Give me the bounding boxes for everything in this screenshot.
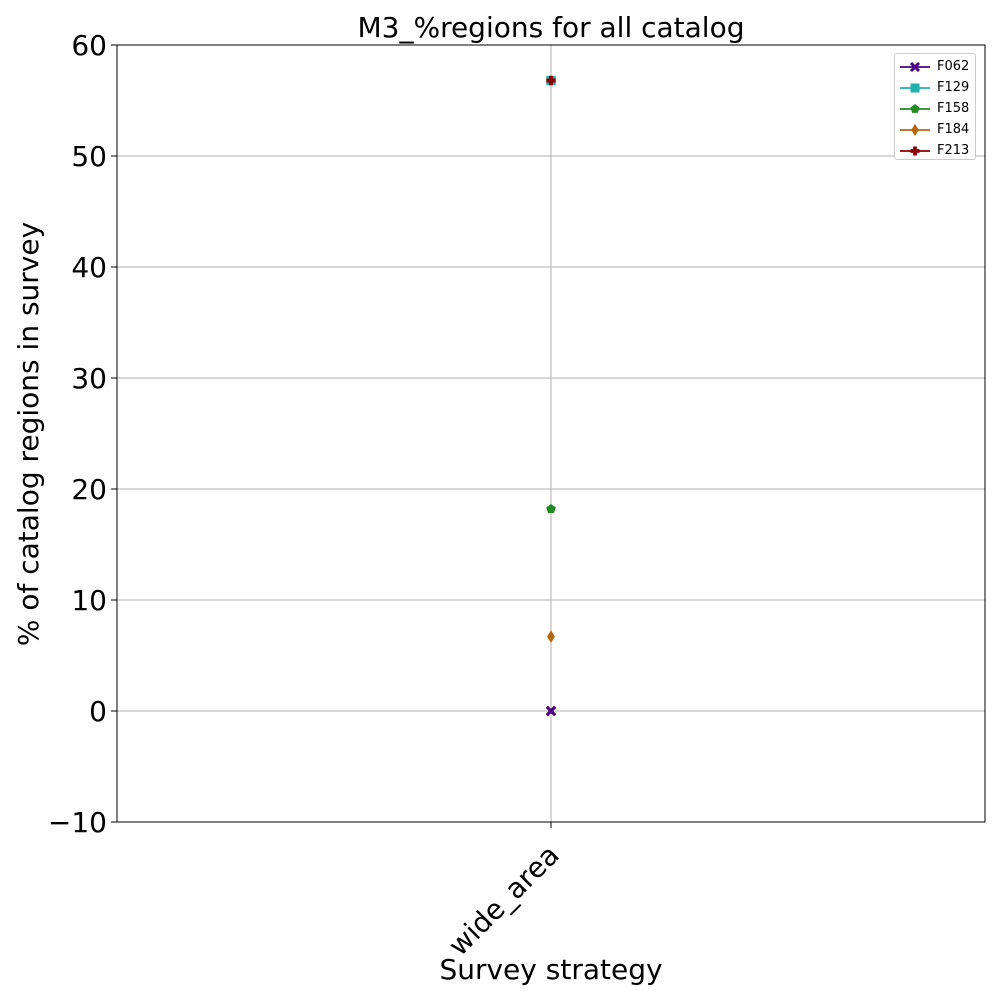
y-axis-label: % of catalog regions in survey (12, 222, 45, 646)
y-tick-label: 10 (71, 584, 107, 617)
y-tick-label: 60 (71, 29, 107, 62)
legend-marker (911, 123, 919, 136)
legend-marker (910, 146, 920, 155)
legend-item-f213: F213 (895, 140, 975, 161)
legend-item-f158: F158 (895, 98, 975, 119)
legend-swatch-f129 (900, 83, 930, 92)
legend-label: F184 (937, 122, 970, 137)
legend-label: F062 (937, 59, 970, 74)
y-axis: −10 0 10 20 30 40 50 60 (48, 29, 117, 839)
data-point-f062 (545, 705, 557, 717)
legend-item-f184: F184 (895, 119, 975, 140)
x-tick-label: wide_area (442, 838, 566, 962)
legend-marker (909, 61, 921, 72)
grid (117, 44, 985, 823)
data-markers (545, 75, 557, 717)
legend-swatch-f062 (900, 61, 930, 72)
legend-label: F158 (937, 101, 970, 116)
legend-marker (910, 103, 920, 113)
legend-swatch-f213 (900, 146, 930, 155)
legend-item-f129: F129 (895, 77, 975, 98)
y-tick-label: 20 (71, 473, 107, 506)
data-point-f184 (547, 630, 555, 644)
data-point-f213 (546, 75, 556, 86)
y-tick-label: 40 (71, 251, 107, 284)
x-axis: wide_area (442, 822, 566, 962)
chart-title: M3_%regions for all catalog (357, 11, 744, 44)
marker-stroke (909, 61, 921, 72)
x-axis-label: Survey strategy (439, 953, 662, 986)
y-tick-label: 30 (71, 362, 107, 395)
legend-swatch-f158 (900, 103, 930, 113)
legend-label: F213 (937, 143, 970, 158)
legend-label: F129 (937, 80, 970, 95)
legend-swatch-f184 (900, 123, 930, 136)
legend: F062 F129 F158 F184 F213 (894, 53, 976, 160)
y-tick-label: 0 (89, 695, 107, 728)
data-point-f158 (546, 503, 556, 514)
marker-stroke (545, 705, 557, 717)
legend-item-f062: F062 (895, 56, 975, 77)
legend-marker (910, 83, 920, 92)
y-tick-label: −10 (48, 806, 107, 839)
y-tick-label: 50 (71, 140, 107, 173)
